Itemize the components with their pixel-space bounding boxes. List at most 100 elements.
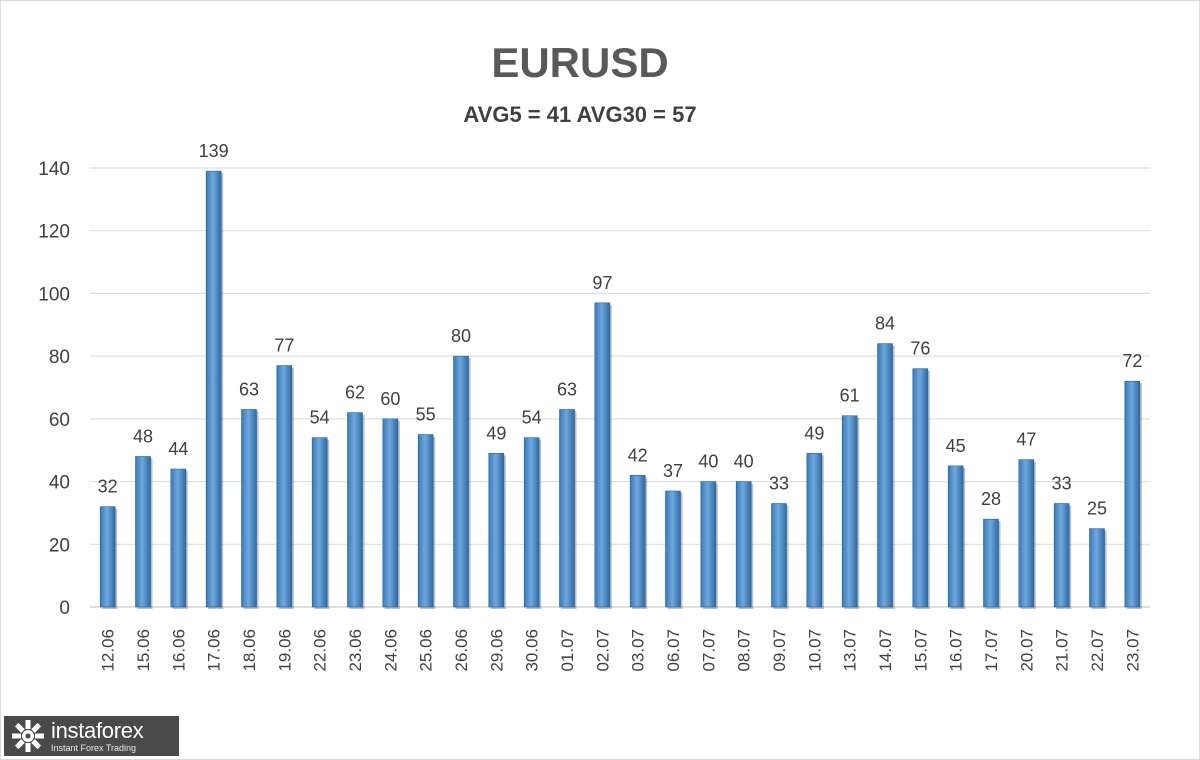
- data-label: 76: [910, 339, 930, 359]
- x-tick-label: 22.07: [1088, 629, 1107, 672]
- y-tick-label: 20: [49, 535, 70, 556]
- bar-rect: [417, 434, 434, 608]
- bar: [629, 474, 648, 609]
- instaforex-logo: instaforex Instant Forex Trading: [4, 716, 179, 756]
- bar: [559, 409, 577, 609]
- logo-name: instaforex: [51, 717, 144, 743]
- data-label: 77: [274, 336, 294, 356]
- bar: [347, 412, 365, 609]
- x-tick-label: 25.06: [417, 629, 436, 672]
- bar-rect: [841, 415, 858, 608]
- bar: [912, 368, 930, 609]
- bar-rect: [453, 355, 469, 608]
- data-label: 28: [981, 489, 1001, 509]
- x-tick-label: 24.06: [381, 629, 400, 672]
- data-label: 60: [380, 389, 400, 409]
- data-label: 33: [769, 474, 789, 494]
- bar: [523, 437, 542, 609]
- data-label: 40: [734, 452, 754, 472]
- y-tick-label: 140: [38, 159, 70, 180]
- data-label: 44: [168, 439, 188, 459]
- data-label: 49: [804, 423, 824, 443]
- x-tick-label: 01.07: [558, 629, 577, 672]
- x-tick-label: 29.06: [487, 629, 506, 672]
- bar: [417, 434, 436, 609]
- instaforex-logo-icon: [12, 720, 44, 752]
- data-label: 139: [199, 141, 229, 161]
- bar: [241, 409, 259, 609]
- x-tick-label: 13.07: [841, 629, 860, 672]
- bar-rect: [99, 506, 116, 608]
- bar: [453, 355, 471, 609]
- bar-rect: [877, 343, 893, 608]
- bars: [99, 170, 1142, 609]
- data-label: 63: [239, 379, 259, 399]
- data-label: 47: [1016, 430, 1036, 450]
- data-label: 54: [310, 408, 330, 428]
- data-label: 33: [1052, 474, 1072, 494]
- bar-rect: [947, 465, 964, 608]
- x-tick-label: 17.06: [205, 629, 224, 672]
- bar-rect: [735, 481, 752, 608]
- bar-rect: [170, 468, 187, 608]
- bar: [1053, 503, 1072, 609]
- x-tick-label: 08.07: [735, 629, 754, 672]
- logo-tagline: Instant Forex Trading: [51, 742, 137, 753]
- bar: [771, 503, 789, 609]
- data-label: 63: [557, 379, 577, 399]
- x-tick-label: 20.07: [1017, 629, 1036, 672]
- bar-rect: [523, 437, 540, 608]
- bar: [841, 415, 860, 609]
- bar-rect: [1053, 503, 1070, 608]
- y-tick-label: 60: [49, 410, 70, 431]
- data-label: 84: [875, 314, 895, 334]
- bar: [311, 437, 330, 609]
- x-tick-label: 26.06: [452, 629, 471, 672]
- bar-rect: [629, 474, 646, 608]
- x-tick-label: 14.07: [876, 629, 895, 672]
- bar-rect: [382, 418, 399, 608]
- data-label: 42: [628, 445, 648, 465]
- bar: [700, 481, 718, 609]
- x-tick-label: 18.06: [240, 629, 259, 672]
- x-axis-ticks: 12.06 15.06 16.06 17.06 18.06 19.06 22.06 23.06…: [99, 629, 1143, 672]
- data-label: 45: [946, 436, 966, 456]
- x-tick-label: 07.07: [699, 629, 718, 672]
- y-tick-label: 0: [59, 598, 70, 619]
- data-label: 80: [451, 326, 471, 346]
- bar-rect: [276, 365, 293, 608]
- bar: [806, 453, 824, 609]
- gridlines: [90, 167, 1150, 608]
- x-tick-label: 03.07: [629, 629, 648, 672]
- y-tick-label: 100: [38, 284, 70, 305]
- bar: [735, 481, 754, 609]
- bar-rect: [311, 437, 328, 608]
- x-tick-label: 12.06: [99, 629, 118, 672]
- bar: [1089, 528, 1107, 609]
- x-tick-label: 21.07: [1053, 629, 1072, 672]
- x-tick-label: 30.06: [523, 629, 542, 672]
- x-tick-label: 23.07: [1123, 629, 1142, 672]
- x-tick-label: 23.06: [346, 629, 365, 672]
- x-tick-label: 15.06: [134, 629, 153, 672]
- chart-subtitle: AVG5 = 41 AVG30 = 57: [463, 102, 696, 127]
- bar-rect: [912, 368, 929, 608]
- bar: [1124, 380, 1142, 609]
- data-label: 25: [1087, 499, 1107, 519]
- bar-rect: [488, 453, 505, 608]
- data-label: 49: [486, 423, 506, 443]
- x-tick-label: 09.07: [770, 629, 789, 672]
- data-labels: 32 48 44 139 63 77 54 62 60 55 80 49 54 63 97 42 37 40 40 3…: [98, 141, 1143, 518]
- bar-rect: [1018, 459, 1035, 608]
- x-tick-label: 02.07: [593, 629, 612, 672]
- data-label: 55: [416, 405, 436, 425]
- data-label: 72: [1122, 351, 1142, 371]
- x-tick-label: 19.06: [275, 629, 294, 672]
- bar: [947, 465, 966, 609]
- x-tick-label: 17.07: [982, 629, 1001, 672]
- bar-rect: [205, 170, 222, 608]
- data-label: 61: [840, 386, 860, 406]
- data-label: 48: [133, 426, 153, 446]
- bar: [877, 343, 895, 609]
